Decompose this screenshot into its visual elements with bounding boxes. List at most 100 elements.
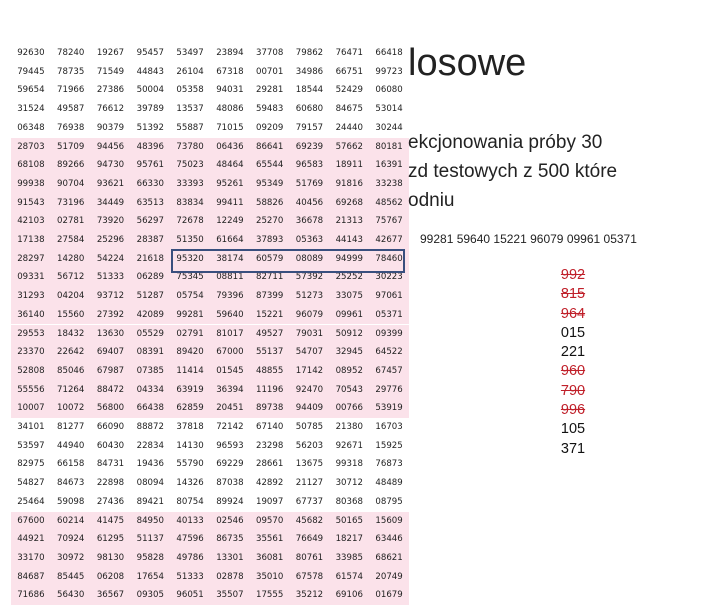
table-cell: 36567 bbox=[96, 590, 125, 601]
table-cell: 82711 bbox=[256, 272, 284, 283]
table-cell: 23298 bbox=[256, 440, 284, 451]
table-cell: 08391 bbox=[136, 347, 164, 358]
table-cell: 44921 bbox=[17, 534, 45, 545]
table-cell: 08952 bbox=[335, 365, 363, 376]
table-cell: 24440 bbox=[335, 122, 363, 133]
table-cell: 84731 bbox=[96, 459, 125, 470]
table-cell: 44143 bbox=[335, 235, 363, 245]
table-cell: 21380 bbox=[335, 422, 363, 432]
table-cell: 50004 bbox=[136, 85, 164, 96]
table-cell: 06208 bbox=[96, 571, 125, 582]
table-cell: 71264 bbox=[57, 384, 85, 395]
table-cell: 75345 bbox=[176, 272, 204, 283]
table-cell: 09331 bbox=[17, 272, 45, 283]
table-cell: 44940 bbox=[57, 440, 85, 451]
table-cell: 90379 bbox=[96, 122, 125, 133]
table-cell: 60214 bbox=[57, 515, 85, 526]
table-cell: 67987 bbox=[96, 365, 125, 376]
table-cell: 67600 bbox=[17, 515, 45, 526]
table-cell: 55137 bbox=[256, 347, 284, 358]
table-row: 34101 81277 66090 88872 37818 72142 67140 50785… bbox=[11, 418, 409, 437]
table-cell: 67457 bbox=[375, 365, 403, 376]
table-cell: 56712 bbox=[57, 272, 85, 283]
table-cell: 35010 bbox=[256, 571, 284, 582]
table-cell: 97061 bbox=[375, 291, 403, 302]
table-cell: 41475 bbox=[96, 515, 125, 526]
table-cell: 23894 bbox=[216, 48, 244, 58]
table-cell: 22898 bbox=[96, 478, 125, 489]
table-row: 92630 78240 19267 95457 53497 23894 37708 79862… bbox=[11, 44, 409, 63]
table-cell: 30223 bbox=[375, 272, 403, 283]
slide-description: ekcjonowania próby 30 zd testowych z 500… bbox=[408, 128, 708, 215]
table-row: 17138 27584 25296 28387 51350 61664 37893 05363… bbox=[11, 231, 409, 250]
table-cell: 95261 bbox=[216, 178, 244, 189]
table-cell: 17654 bbox=[136, 571, 164, 582]
table-cell: 25252 bbox=[335, 272, 363, 283]
table-cell: 27392 bbox=[96, 309, 125, 320]
table-cell: 05363 bbox=[295, 235, 324, 245]
table-cell: 79031 bbox=[295, 328, 324, 339]
table-cell: 42089 bbox=[136, 309, 164, 320]
table-cell: 84687 bbox=[17, 571, 45, 582]
table-cell: 09305 bbox=[136, 590, 164, 601]
table-cell: 37818 bbox=[176, 422, 204, 432]
table-cell: 25296 bbox=[96, 235, 125, 245]
table-cell: 61295 bbox=[96, 534, 125, 545]
table-cell: 55556 bbox=[17, 384, 45, 395]
table-cell: 57392 bbox=[295, 272, 324, 283]
table-cell: 59483 bbox=[256, 104, 284, 115]
table-cell: 20749 bbox=[375, 571, 403, 582]
table-cell: 48086 bbox=[216, 104, 244, 115]
table-cell: 53497 bbox=[176, 48, 204, 58]
table-cell: 06080 bbox=[375, 85, 403, 96]
table-cell: 65544 bbox=[256, 160, 284, 171]
table-cell: 09209 bbox=[256, 122, 284, 133]
table-cell: 15925 bbox=[375, 440, 403, 451]
table-cell: 68108 bbox=[17, 160, 45, 171]
table-cell: 38174 bbox=[216, 253, 244, 264]
table-cell: 29281 bbox=[256, 85, 284, 96]
table-cell: 55887 bbox=[176, 122, 204, 133]
table-cell: 71966 bbox=[57, 85, 85, 96]
table-cell: 73920 bbox=[96, 216, 125, 227]
table-cell: 71015 bbox=[216, 122, 244, 133]
table-cell: 56297 bbox=[136, 216, 164, 227]
table-cell: 09399 bbox=[375, 328, 403, 339]
table-cell: 67000 bbox=[216, 347, 244, 358]
table-cell: 33075 bbox=[335, 291, 363, 302]
table-cell: 36140 bbox=[17, 309, 45, 320]
table-cell: 71549 bbox=[96, 66, 125, 77]
table-cell: 59640 bbox=[216, 309, 244, 320]
table-row: 31524 49587 76612 39789 13537 48086 59483 60680… bbox=[11, 100, 409, 119]
table-cell: 50785 bbox=[295, 422, 324, 432]
table-cell: 92470 bbox=[295, 384, 324, 395]
table-cell: 76649 bbox=[295, 534, 324, 545]
table-cell: 66330 bbox=[136, 178, 164, 189]
table-cell: 99318 bbox=[335, 459, 363, 470]
table-cell: 51333 bbox=[96, 272, 125, 283]
table-row: 23370 22642 69407 08391 89420 67000 55137 54707… bbox=[11, 343, 409, 362]
table-cell: 75023 bbox=[176, 160, 204, 171]
table-cell: 59654 bbox=[17, 85, 45, 96]
table-cell: 54827 bbox=[17, 478, 45, 489]
table-cell: 35212 bbox=[295, 590, 324, 601]
table-cell: 76938 bbox=[57, 122, 85, 133]
table-cell: 96593 bbox=[216, 440, 244, 451]
table-cell: 69268 bbox=[335, 197, 363, 208]
table-cell: 66438 bbox=[136, 403, 164, 414]
table-cell: 51392 bbox=[136, 122, 164, 133]
table-cell: 78460 bbox=[375, 253, 403, 264]
table-row: 68108 89266 94730 95761 75023 48464 65544 96583… bbox=[11, 156, 409, 175]
table-cell: 94031 bbox=[216, 85, 244, 96]
table-cell: 92671 bbox=[335, 440, 363, 451]
table-cell: 48489 bbox=[375, 478, 403, 489]
table-cell: 08089 bbox=[295, 253, 324, 264]
table-cell: 08094 bbox=[136, 478, 164, 489]
table-row: 29553 18432 13630 05529 02791 81017 49527 79031… bbox=[11, 324, 409, 344]
table-cell: 28387 bbox=[136, 235, 164, 245]
table-row: 09331 56712 51333 06289 75345 08811 82711 57392… bbox=[11, 268, 409, 288]
table-cell: 67318 bbox=[216, 66, 244, 77]
table-cell: 39789 bbox=[136, 104, 164, 115]
table-cell: 82975 bbox=[17, 459, 45, 470]
table-cell: 45682 bbox=[295, 515, 324, 526]
